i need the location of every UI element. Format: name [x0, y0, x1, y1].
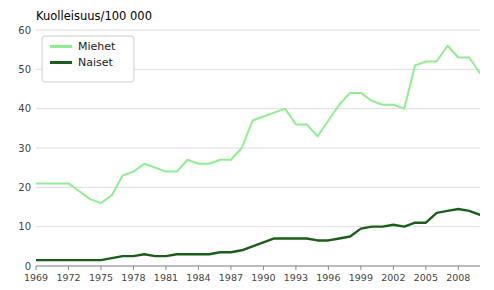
y-tick-label: 30 [18, 143, 31, 154]
y-tick-label: 60 [18, 25, 31, 36]
x-tick [263, 266, 264, 270]
x-tick-label: 1987 [219, 272, 243, 283]
grid-line [36, 226, 480, 227]
y-axis-label: Kuolleisuus/100 000 [36, 9, 152, 23]
series-line [36, 209, 480, 260]
x-axis-line [36, 266, 480, 267]
grid-line [36, 108, 480, 109]
legend-label: Miehet [78, 40, 116, 53]
x-tick-label: 1981 [154, 272, 178, 283]
x-tick [198, 266, 199, 270]
x-tick-label: 2008 [446, 272, 470, 283]
x-tick-label: 1975 [89, 272, 113, 283]
legend-label: Naiset [78, 56, 114, 69]
x-tick [165, 266, 166, 270]
y-tick-label: 40 [18, 103, 31, 114]
x-tick-label: 1984 [186, 272, 210, 283]
grid-line [36, 148, 480, 149]
x-axis: 1969 1972 1975 1978 1981 1984 1987 1990 1993 1996… [24, 266, 471, 283]
chart-container: 0 10 20 30 40 50 60 1969 1972 1975 1978 1981 1984 198… [0, 0, 494, 290]
x-tick-label: 1993 [284, 272, 308, 283]
y-tick-label: 20 [18, 182, 31, 193]
y-tick-label: 50 [18, 64, 31, 75]
x-tick-label: 1978 [121, 272, 145, 283]
y-tick-label: 0 [25, 261, 31, 272]
x-tick [133, 266, 134, 270]
x-tick-label: 1999 [349, 272, 373, 283]
y-tick-label: 10 [18, 221, 31, 232]
x-tick-label: 2005 [414, 272, 438, 283]
x-tick [68, 266, 69, 270]
legend: Miehet Naiset [42, 36, 134, 82]
grid-line [36, 266, 480, 267]
x-tick [425, 266, 426, 270]
x-tick-label: 1996 [316, 272, 340, 283]
x-tick-label: 1972 [56, 272, 80, 283]
x-tick [393, 266, 394, 270]
x-tick-label: 1969 [24, 272, 48, 283]
legend-swatch [50, 61, 72, 64]
x-tick [360, 266, 361, 270]
x-tick-label: 1990 [251, 272, 275, 283]
x-tick [328, 266, 329, 270]
y-grid [36, 30, 480, 266]
x-tick [295, 266, 296, 270]
legend-box [42, 36, 134, 82]
x-tick-label: 2002 [381, 272, 405, 283]
x-tick [36, 266, 37, 270]
chart: 0 10 20 30 40 50 60 1969 1972 1975 1978 1981 1984 198… [0, 0, 494, 290]
x-tick [100, 266, 101, 270]
x-tick [458, 266, 459, 270]
legend-swatch [50, 45, 72, 48]
x-tick [230, 266, 231, 270]
grid-line [36, 187, 480, 188]
grid-line [36, 30, 480, 31]
